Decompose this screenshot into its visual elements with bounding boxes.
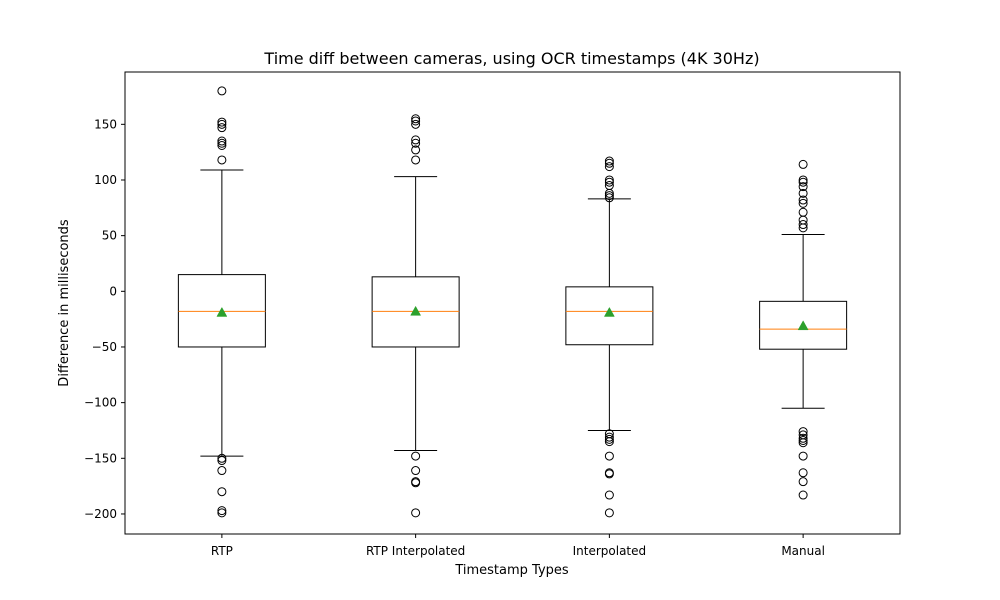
outlier-point bbox=[217, 119, 227, 129]
outlier-point bbox=[411, 114, 421, 124]
iqr-box bbox=[759, 300, 848, 350]
outlier-point bbox=[604, 175, 614, 185]
outlier-point bbox=[798, 177, 808, 187]
mean-marker bbox=[797, 320, 809, 331]
outlier-point bbox=[411, 116, 421, 126]
outlier-point bbox=[411, 138, 421, 148]
y-tick-label: −50 bbox=[92, 340, 117, 354]
outlier-point bbox=[604, 432, 614, 442]
x-tick-label: Manual bbox=[781, 544, 825, 558]
x-axis-label: Timestamp Types bbox=[454, 563, 569, 578]
outlier-point bbox=[217, 466, 227, 476]
outlier-point bbox=[798, 195, 808, 205]
outlier-point bbox=[798, 477, 808, 487]
outlier-point bbox=[217, 508, 227, 518]
mean-marker bbox=[603, 306, 615, 317]
outlier-point bbox=[798, 427, 808, 437]
outlier-point bbox=[217, 456, 227, 466]
plot-area bbox=[124, 71, 901, 535]
outlier-point bbox=[798, 159, 808, 169]
outlier-point bbox=[604, 469, 614, 479]
box-group bbox=[177, 86, 266, 518]
outlier-point bbox=[798, 207, 808, 217]
outlier-point bbox=[798, 220, 808, 230]
mean-marker bbox=[410, 305, 422, 316]
outlier-point bbox=[217, 86, 227, 96]
outlier-point bbox=[411, 145, 421, 155]
outlier-point bbox=[604, 158, 614, 168]
outlier-point bbox=[411, 451, 421, 461]
outlier-point bbox=[411, 508, 421, 518]
outlier-point bbox=[798, 433, 808, 443]
outlier-point bbox=[411, 466, 421, 476]
outlier-point bbox=[217, 487, 227, 497]
outlier-point bbox=[798, 490, 808, 500]
outlier-point bbox=[217, 117, 227, 127]
outlier-point bbox=[411, 155, 421, 165]
outlier-point bbox=[798, 198, 808, 208]
iqr-box bbox=[371, 276, 460, 348]
outlier-point bbox=[798, 182, 808, 192]
iqr-box bbox=[565, 286, 654, 346]
y-axis-label: Difference in milliseconds bbox=[57, 219, 72, 387]
outlier-point bbox=[604, 490, 614, 500]
y-tick-label: −100 bbox=[84, 396, 117, 410]
outlier-point bbox=[604, 437, 614, 447]
outlier-point bbox=[217, 506, 227, 516]
x-tick-label: Interpolated bbox=[573, 544, 647, 558]
outlier-point bbox=[604, 434, 614, 444]
y-tick-label: 0 bbox=[109, 284, 117, 298]
outlier-point bbox=[604, 193, 614, 203]
y-axis: 150 100 50 0 −50 −100 −150 −200 bbox=[84, 117, 125, 521]
y-tick-label: 100 bbox=[94, 173, 117, 187]
box-group bbox=[565, 156, 654, 518]
outlier-point bbox=[411, 119, 421, 129]
outlier-point bbox=[411, 135, 421, 145]
outlier-point bbox=[798, 438, 808, 448]
outlier-point bbox=[217, 136, 227, 146]
mean-marker bbox=[216, 306, 228, 317]
outlier-point bbox=[217, 123, 227, 133]
outlier-point bbox=[217, 138, 227, 148]
outlier-point bbox=[604, 191, 614, 201]
y-tick-label: 150 bbox=[94, 117, 117, 131]
outlier-point bbox=[798, 468, 808, 478]
outlier-point bbox=[604, 508, 614, 518]
outlier-point bbox=[604, 181, 614, 191]
box-group bbox=[759, 159, 848, 500]
outlier-point bbox=[217, 155, 227, 165]
outlier-point bbox=[604, 177, 614, 187]
box-group bbox=[371, 114, 460, 518]
y-tick-label: 50 bbox=[102, 229, 117, 243]
outlier-point bbox=[798, 188, 808, 198]
outlier-point bbox=[411, 478, 421, 488]
outlier-point bbox=[604, 162, 614, 172]
y-tick-label: −150 bbox=[84, 451, 117, 465]
x-axis: RTP RTP Interpolated Interpolated Manual bbox=[211, 534, 825, 558]
chart-title: Time diff between cameras, using OCR tim… bbox=[263, 49, 759, 68]
outlier-point bbox=[604, 156, 614, 166]
y-tick-label: −200 bbox=[84, 507, 117, 521]
outlier-point bbox=[798, 175, 808, 185]
outlier-point bbox=[798, 435, 808, 445]
outlier-point bbox=[217, 140, 227, 150]
outlier-point bbox=[604, 451, 614, 461]
x-tick-label: RTP Interpolated bbox=[366, 544, 465, 558]
boxes bbox=[177, 86, 848, 518]
x-tick-label: RTP bbox=[211, 544, 233, 558]
iqr-box bbox=[177, 274, 266, 348]
outlier-point bbox=[798, 451, 808, 461]
outlier-point bbox=[217, 453, 227, 463]
